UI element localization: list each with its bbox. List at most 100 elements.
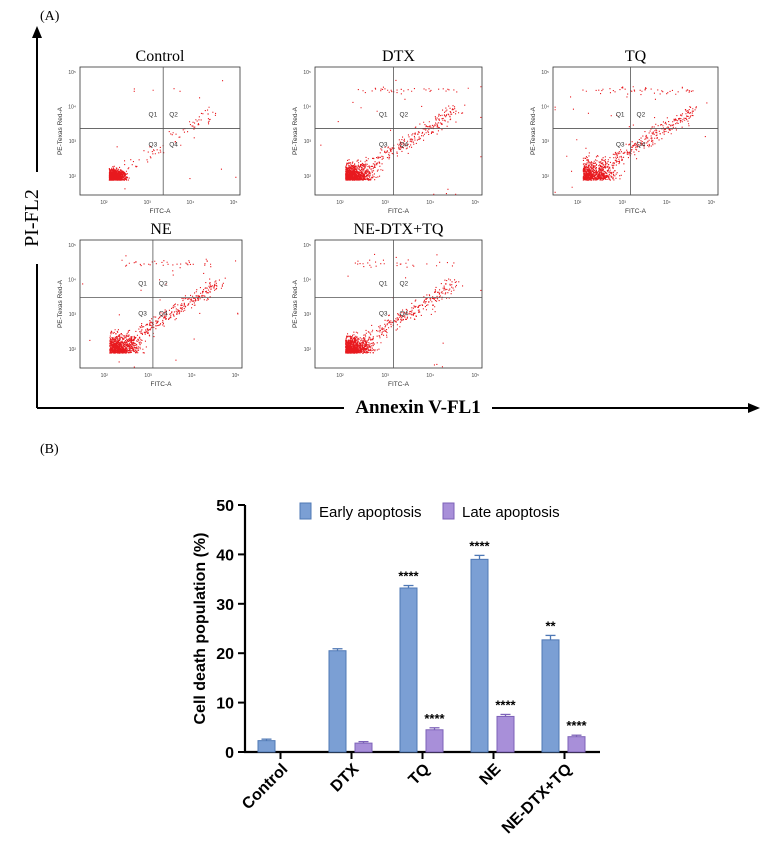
panel-a-x-axis-label: Annexin V-FL1	[355, 397, 480, 418]
panel-a-y-label-bg	[28, 172, 46, 264]
quadrant-label-q4: Q4	[399, 311, 408, 318]
flow-plot-x-tick: 10³	[144, 373, 152, 379]
bar-early-apoptosis	[541, 639, 560, 753]
flow-plot-y-tick: 10³	[69, 312, 77, 318]
significance-label: **	[545, 618, 556, 633]
flow-plot-1: Control Q1 Q2 Q3 Q4 FITC-A PE-Texas Red-A 10² 10…	[57, 48, 241, 215]
quadrant-label-q1: Q1	[616, 111, 625, 118]
chart-legend: Early apoptosis Late apoptosis	[299, 502, 560, 521]
x-category-label: Control	[239, 761, 291, 813]
chart-labels: 0 10 20 30 40 50 Cell death population (%) Cont…	[192, 498, 588, 837]
x-category-label: NE	[477, 761, 505, 789]
y-tick-label: 0	[225, 745, 234, 762]
bar-late-apoptosis	[354, 742, 373, 753]
quadrant-label-q3: Q3	[379, 311, 388, 318]
flow-plot-y-label: PE-Texas Red-A	[292, 106, 299, 155]
significance-label: ****	[495, 697, 516, 712]
bar-chart: 0 10 20 30 40 50 Cell death population (%) Cont…	[192, 498, 600, 837]
flow-plot-x-tick: 10⁵	[471, 200, 479, 206]
bar-early-apoptosis	[399, 587, 418, 753]
bar-late-apoptosis	[567, 736, 586, 753]
flow-plot-x-tick: 10²	[574, 200, 582, 206]
quadrant-label-q2: Q2	[169, 111, 178, 118]
flow-plot-x-tick: 10⁴	[426, 373, 434, 379]
flow-plot-x-label: FITC-A	[388, 208, 410, 215]
flow-plot-y-tick: 10⁵	[68, 243, 76, 249]
flow-plot-x-tick: 10²	[101, 373, 109, 379]
x-category-label: DTX	[328, 761, 363, 796]
flow-plot-title: DTX	[382, 48, 415, 65]
chart-y-label: Cell death population (%)	[192, 533, 209, 725]
flow-plot-title: NE	[150, 221, 171, 238]
significance-label: ****	[398, 569, 419, 584]
quadrant-label-q3: Q3	[379, 141, 388, 148]
flow-plot-x-label: FITC-A	[151, 381, 173, 388]
flow-plot-y-tick: 10⁵	[541, 70, 549, 76]
y-tick-label: 30	[216, 597, 234, 614]
flow-plot-3: TQ Q1 Q2 Q3 Q4 FITC-A PE-Texas Red-A 10² 10² 10³ 1…	[530, 48, 719, 215]
flow-plot-y-tick: 10³	[304, 139, 312, 145]
flow-plot-y-label: PE-Texas Red-A	[57, 279, 64, 328]
flow-plot-y-label: PE-Texas Red-A	[530, 106, 537, 155]
flow-plot-y-tick: 10⁵	[303, 243, 311, 249]
flow-plot-frame	[79, 239, 243, 369]
flow-plot-x-tick: 10⁵	[708, 200, 716, 206]
flow-plot-title: Control	[136, 48, 185, 65]
y-tick-label: 20	[216, 646, 234, 663]
flow-plot-x-tick: 10³	[144, 200, 152, 206]
flow-plot-y-tick: 10²	[542, 174, 550, 180]
flow-plot-y-tick: 10⁵	[68, 70, 76, 76]
legend-label-early-apoptosis: Early apoptosis	[319, 504, 422, 521]
quadrant-label-q2: Q2	[159, 281, 168, 288]
quadrant-label-q4: Q4	[399, 141, 408, 148]
quadrant-label-q1: Q1	[379, 111, 388, 118]
bar-early-apoptosis	[328, 650, 347, 753]
flow-plot-frame	[552, 66, 719, 196]
panel-a-x-label-bg	[344, 398, 492, 418]
panel-a-y-axis-arrowhead	[32, 26, 42, 38]
flow-plot-5: NE-DTX+TQ Q1 Q2 Q3 Q4 FITC-A PE-Texas Red-A 10²…	[292, 221, 483, 388]
bar-late-apoptosis	[496, 715, 515, 753]
quadrant-label-q1: Q1	[138, 281, 147, 288]
y-tick-label: 10	[216, 696, 234, 713]
panel-a-label: (A)	[40, 9, 60, 24]
legend-swatch-late-apoptosis	[442, 502, 455, 520]
flow-plot-x-tick: 10²	[100, 200, 108, 206]
flow-plot-x-tick: 10²	[336, 200, 344, 206]
flow-plot-title: NE-DTX+TQ	[354, 221, 444, 238]
flow-plot-x-tick: 10⁵	[471, 373, 479, 379]
panel-a-x-axis-arrowhead	[748, 403, 760, 413]
quadrant-label-q1: Q1	[149, 111, 158, 118]
flow-plot-y-tick: 10⁴	[303, 278, 311, 284]
flow-plot-x-tick: 10⁵	[230, 200, 238, 206]
quadrant-label-q2: Q2	[637, 111, 646, 118]
significance-label: ****	[566, 718, 587, 733]
flow-plot-x-tick: 10⁴	[188, 373, 196, 379]
quadrant-label-q2: Q2	[399, 111, 408, 118]
flow-plot-2: DTX Q1 Q2 Q3 Q4 FITC-A PE-Texas Red-A 10² 10² 10³…	[292, 48, 483, 215]
flow-plot-x-tick: 10⁴	[187, 200, 195, 206]
panel-a-y-axis-label: PI-FL2	[21, 189, 43, 247]
y-tick-label: 40	[216, 547, 234, 564]
flow-plot-y-tick: 10⁵	[303, 70, 311, 76]
flow-plot-y-label: PE-Texas Red-A	[292, 279, 299, 328]
legend-label-late-apoptosis: Late apoptosis	[462, 504, 560, 521]
quadrant-label-q4: Q4	[159, 311, 168, 318]
flow-plot-x-tick: 10⁴	[426, 200, 434, 206]
quadrant-label-q4: Q4	[169, 141, 178, 148]
flow-plot-4: NE Q1 Q2 Q3 Q4 FITC-A PE-Texas Red-A 10² 10² 10³ 1…	[57, 221, 243, 388]
flow-plot-y-tick: 10⁴	[541, 105, 549, 111]
flow-plot-y-tick: 10⁴	[68, 105, 76, 111]
flow-plot-event-dots	[320, 79, 482, 195]
flow-plot-y-tick: 10³	[69, 139, 77, 145]
significance-label: ****	[469, 538, 490, 553]
flow-plot-title: TQ	[625, 48, 647, 65]
significance-label: ****	[424, 711, 445, 726]
x-category-label: TQ	[406, 761, 434, 789]
panel-b-label: (B)	[40, 442, 59, 457]
flow-plot-y-label: PE-Texas Red-A	[57, 106, 64, 155]
flow-plot-event-dots	[108, 80, 237, 190]
flow-plot-x-tick: 10³	[382, 200, 390, 206]
